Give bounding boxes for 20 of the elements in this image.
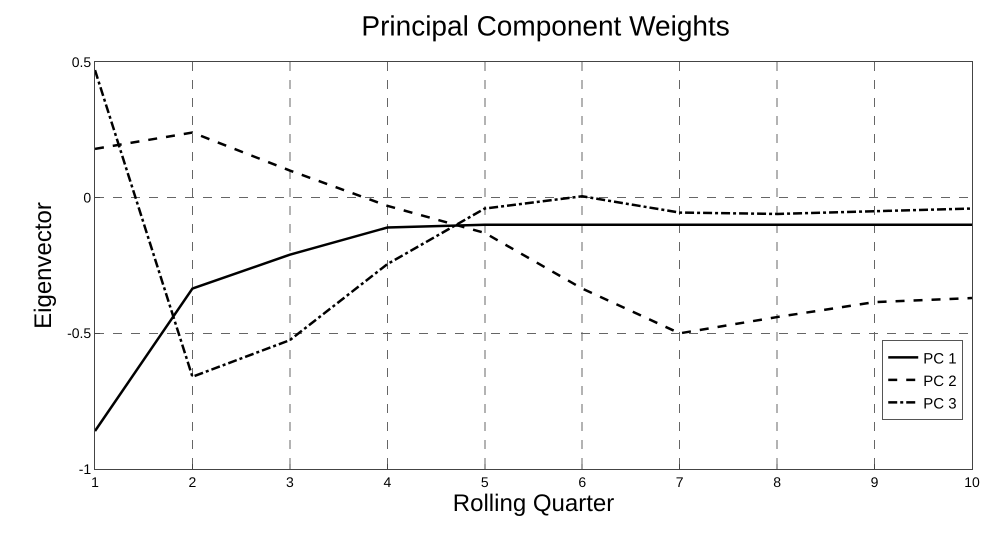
legend-label: PC 1	[923, 350, 957, 368]
legend-label: PC 3	[923, 395, 957, 412]
x-tick-label: 7	[676, 474, 684, 490]
x-axis-title: Rolling Quarter	[452, 490, 614, 517]
x-tick-label: 2	[188, 474, 197, 490]
x-tick-label: 10	[964, 474, 980, 490]
x-tick-label: 9	[870, 474, 879, 490]
x-tick-label: 8	[773, 474, 782, 490]
x-tick-label: 5	[480, 474, 489, 490]
x-tick-label: 6	[578, 474, 586, 490]
x-tick-label: 4	[383, 474, 392, 490]
y-tick-label: 0	[83, 190, 92, 206]
x-tick-label: 3	[286, 474, 294, 490]
y-axis-title: Eigenvector	[30, 202, 58, 329]
y-tick-label: -0.5	[67, 325, 92, 342]
y-tick-label: -1	[78, 460, 92, 477]
y-tick-label: 0.5	[72, 54, 92, 70]
legend-label: PC 2	[923, 372, 957, 390]
chart-title: Principal Component Weights	[361, 10, 730, 42]
x-tick-label: 1	[91, 474, 100, 490]
